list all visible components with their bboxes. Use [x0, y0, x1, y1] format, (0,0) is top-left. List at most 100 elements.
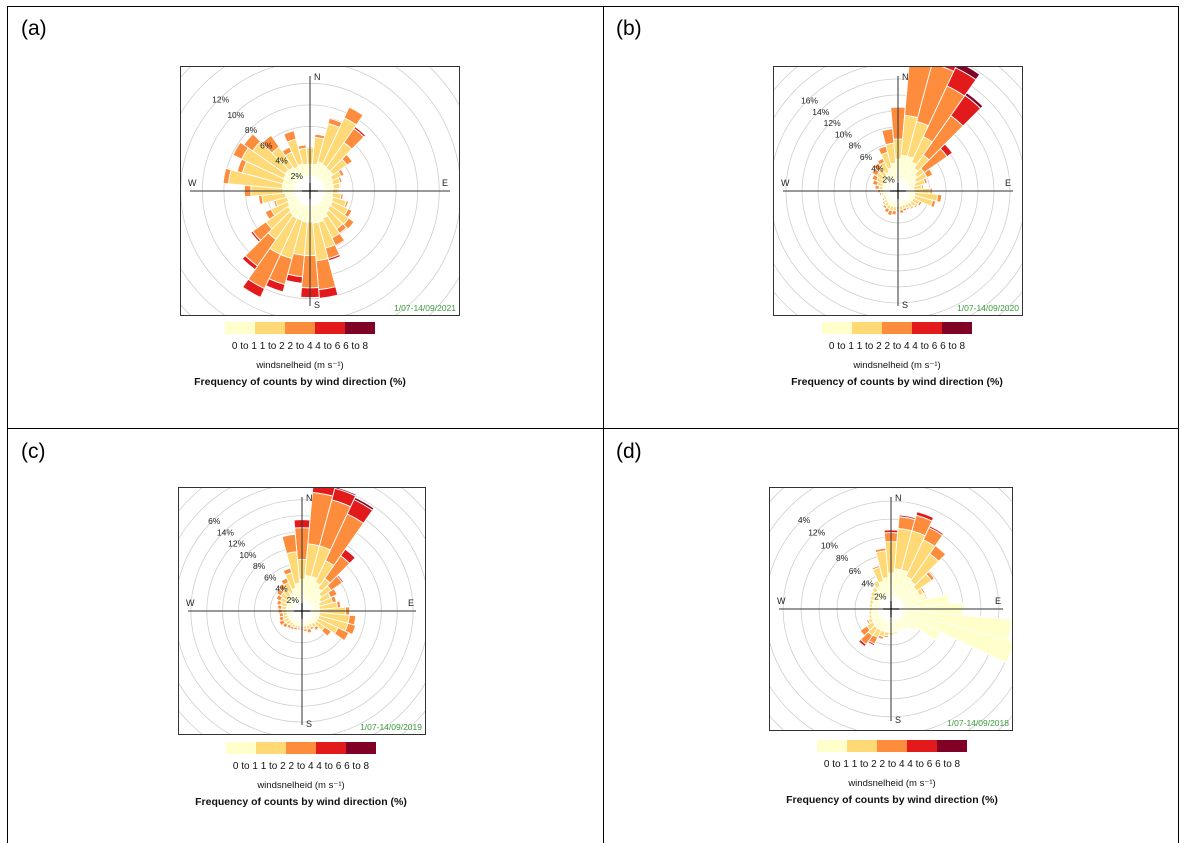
compass-label-e: E	[1005, 178, 1011, 188]
wind-sector-bar	[335, 600, 342, 609]
wind-rose-b: N E S W 2% 4%6%8% 10%12%14% 16% 1/07-14/09/2020	[773, 66, 1023, 316]
wind-sector-bar	[867, 610, 870, 616]
legend-swatch	[345, 322, 375, 334]
legend-swatch	[847, 740, 877, 752]
wind-sector-bar	[353, 496, 375, 511]
wind-sector-bar	[899, 208, 905, 214]
wind-sector-bar	[929, 545, 947, 562]
wind-sector-bar	[222, 167, 232, 185]
wind-sector-bar	[243, 133, 262, 152]
radial-label: 8%	[253, 561, 266, 571]
legend-swatch	[912, 322, 942, 334]
legend-swatch	[225, 322, 255, 334]
radial-label: 12%	[824, 118, 841, 128]
wind-sector-bar	[865, 619, 872, 626]
radial-label: 10%	[835, 129, 852, 139]
wind-sector-bar	[881, 128, 895, 146]
grid-line-left	[7, 6, 8, 843]
wind-sector-bar	[883, 206, 891, 214]
wind-sector-bar	[334, 488, 357, 497]
legend-title: windsnelheid (m s⁻¹)	[255, 360, 343, 371]
compass-label-s: S	[902, 300, 908, 310]
panel-label-a: (a)	[21, 17, 47, 40]
wind-sector-bar	[890, 608, 941, 641]
legend-swatch	[882, 322, 912, 334]
legend-title: windsnelheid (m s⁻¹)	[852, 360, 940, 371]
wind-sector-bar	[857, 638, 867, 648]
wind-rose-legend-d: 0 to 1 1 to 2 2 to 4 4 to 6 6 to 8 windsn…	[786, 740, 998, 806]
radial-label: 14%	[217, 527, 234, 537]
compass-label-e: E	[408, 598, 414, 608]
grid-line-right	[1178, 6, 1179, 843]
date-label: 1/07-14/09/2019	[360, 722, 422, 732]
wind-sector-bar	[303, 628, 308, 633]
wind-rose-legend-b: 0 to 1 1 to 2 2 to 4 4 to 6 6 to 8 windsn…	[791, 322, 1003, 388]
wind-sector-bar	[313, 480, 336, 486]
radial-label: 6%	[264, 572, 277, 582]
wind-sector-bar	[327, 588, 338, 599]
wind-sector-bar	[318, 286, 339, 299]
legend-swatch	[817, 740, 847, 752]
radial-label: 6%	[860, 152, 873, 162]
wind-sector-bar	[935, 50, 959, 60]
panel-label-b: (b)	[616, 17, 642, 40]
radial-label: 8%	[849, 141, 862, 151]
wind-sector-bar	[874, 547, 887, 554]
legend-swatch	[316, 742, 346, 754]
wind-sector-bar	[321, 626, 332, 637]
radial-label: 4%	[275, 156, 288, 166]
wind-sector-bar	[939, 143, 954, 158]
wind-sector-bar	[867, 614, 871, 620]
wind-sector-bar	[336, 574, 345, 584]
wind-sector-bar	[964, 92, 984, 110]
wind-sector-bar	[930, 199, 937, 209]
wind-sector-bar	[333, 627, 350, 642]
compass-label-w: W	[188, 178, 197, 188]
radial-label: 2%	[291, 171, 304, 181]
wind-sector-bar	[281, 533, 298, 555]
panel-label-d: (d)	[616, 440, 642, 463]
wind-sector-bar	[353, 125, 367, 138]
legend-title: windsnelheid (m s⁻¹)	[256, 780, 344, 791]
wind-sector-bar	[917, 200, 923, 207]
legend-swatch	[942, 322, 972, 334]
wind-sector-bar	[928, 167, 935, 176]
wind-sector-bar	[881, 200, 887, 206]
legend-swatch	[852, 322, 882, 334]
radial-label: 10%	[227, 110, 244, 120]
legend-swatch	[256, 742, 286, 754]
radial-label: 4%	[871, 163, 884, 173]
wind-sector-bar	[343, 106, 364, 126]
figure-caption: Frequency of counts by wind direction (%…	[195, 796, 407, 808]
radial-label: 4%	[798, 515, 811, 525]
wind-rose-legend-a: 0 to 1 1 to 2 2 to 4 4 to 6 6 to 8 windsn…	[194, 322, 406, 388]
radial-label: 12%	[212, 95, 229, 105]
wind-sector-bar	[340, 548, 356, 564]
date-label: 1/07-14/09/2018	[947, 718, 1009, 728]
legend-swatch	[822, 322, 852, 334]
wind-sector-bar	[311, 488, 336, 497]
wind-sector-bar	[920, 183, 924, 190]
compass-label-s: S	[306, 719, 312, 729]
wind-sector-bar	[892, 631, 899, 635]
compass-label-w: W	[781, 178, 790, 188]
date-label: 1/07-14/09/2021	[394, 303, 456, 313]
compass-label-e: E	[995, 596, 1001, 606]
legend-bins: 0 to 1 1 to 2 2 to 4 4 to 6 6 to 8	[829, 341, 966, 352]
radial-label: 6%	[208, 516, 221, 526]
wind-sector-bar	[250, 230, 262, 243]
figure-caption: Frequency of counts by wind direction (%…	[786, 794, 998, 806]
legend-bins: 0 to 1 1 to 2 2 to 4 4 to 6 6 to 8	[233, 761, 370, 772]
wind-sector-bar	[264, 208, 276, 221]
wind-rose-a: N E S W 2%4%6%8%10% 12% 1/07-14/09/2021	[180, 66, 460, 316]
radial-label: 6%	[260, 140, 273, 150]
radial-label: 6%	[849, 566, 862, 576]
radial-label: 14%	[812, 107, 829, 117]
wind-sector-bar	[858, 630, 865, 637]
date-label: 1/07-14/09/2020	[957, 303, 1019, 313]
legend-bins: 0 to 1 1 to 2 2 to 4 4 to 6 6 to 8	[232, 341, 369, 352]
legend-swatch	[286, 742, 316, 754]
grid-line-top	[7, 6, 1179, 7]
